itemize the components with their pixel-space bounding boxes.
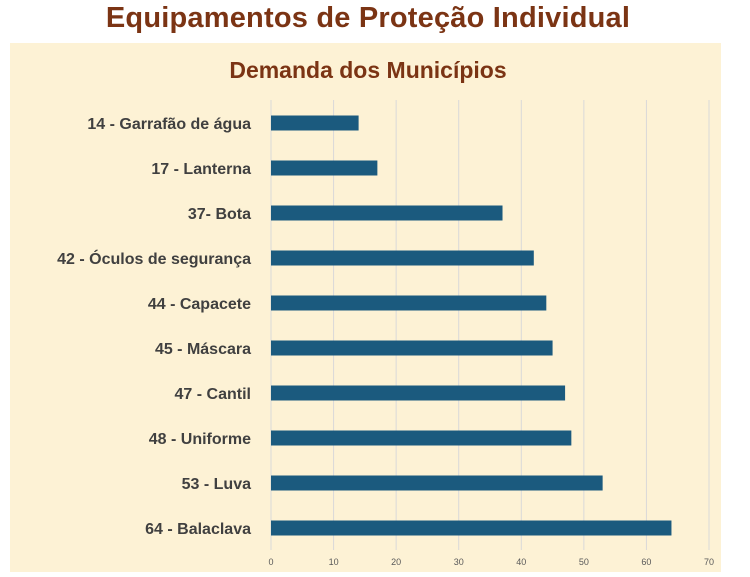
bar-0 (271, 115, 359, 131)
category-label: 44 - Capacete (148, 296, 251, 313)
bar-4 (271, 295, 547, 311)
x-tick-label: 0 (268, 557, 273, 567)
bar-2 (271, 205, 503, 221)
x-tick-label: 30 (454, 557, 464, 567)
category-label: 14 - Garrafão de água (87, 116, 251, 133)
x-tick-label: 40 (516, 557, 526, 567)
category-label: 37- Bota (188, 206, 251, 223)
bar-6 (271, 385, 566, 401)
category-label: 53 - Luva (182, 476, 251, 493)
x-tick-label: 50 (579, 557, 589, 567)
chart-title: Demanda dos Municípios (229, 57, 507, 83)
category-label: 47 - Cantil (175, 386, 251, 403)
bar-7 (271, 430, 572, 446)
bar-9 (271, 520, 672, 536)
x-tick-label: 70 (704, 557, 714, 567)
category-label: 42 - Óculos de segurança (57, 249, 251, 268)
bar-8 (271, 475, 603, 491)
x-tick-label: 60 (641, 557, 651, 567)
bar-1 (271, 160, 378, 176)
bar-5 (271, 340, 553, 356)
bar-3 (271, 250, 534, 266)
category-label: 17 - Lanterna (151, 161, 251, 178)
x-tick-label: 20 (391, 557, 401, 567)
category-label: 45 - Máscara (155, 341, 251, 358)
x-tick-label: 10 (329, 557, 339, 567)
category-label: 64 - Balaclava (145, 521, 251, 538)
category-label: 48 - Uniforme (149, 431, 251, 448)
main-title: Equipamentos de Proteção Individual (105, 2, 631, 34)
